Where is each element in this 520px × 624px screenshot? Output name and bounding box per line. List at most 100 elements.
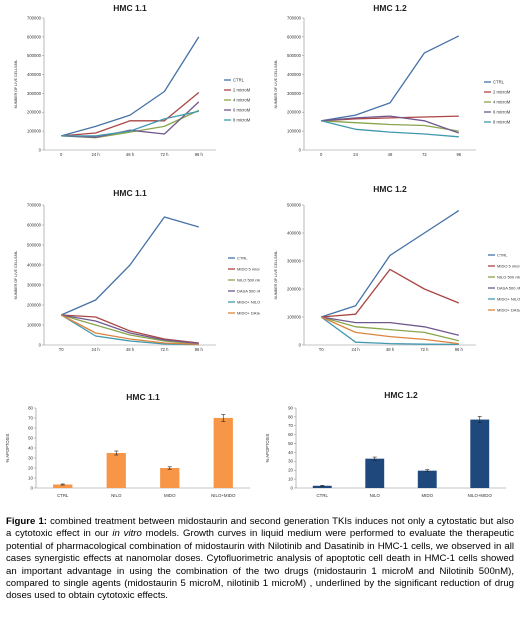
y-tick-label: 400000 (287, 230, 302, 235)
chart-title: HMC 1.2 (373, 3, 407, 13)
series-line (321, 35, 460, 122)
y-axis-label: % APOPTOSIS (265, 433, 270, 462)
legend-label: MIDO 5 microM (237, 266, 260, 271)
legend-label: DASA 500 nM (237, 288, 260, 293)
x-tick-label: 48 h (126, 347, 135, 352)
series-line (61, 110, 199, 137)
growth-chart-hmc12-combinations: HMC 1.2 NUMBER OF LIVE CELLS/ML 0 100000 200… (260, 180, 520, 368)
series-line (60, 216, 199, 316)
legend-label: NILO 500 nM (237, 277, 260, 282)
bar (365, 458, 385, 488)
y-tick-label: 500000 (287, 202, 302, 207)
y-tick-label: 200000 (287, 110, 302, 115)
figure-caption: Figure 1: combined treatment between mid… (6, 516, 514, 603)
chart-title: HMC 1.2 (384, 390, 418, 400)
y-tick-label: 80 (28, 405, 33, 410)
y-tick-label: 80 (288, 414, 293, 419)
y-tick-label: 300000 (27, 91, 42, 96)
y-tick-label: 300000 (27, 282, 42, 287)
bar (470, 419, 490, 488)
y-tick-label: 600000 (27, 222, 42, 227)
x-tick-label: T0 (319, 347, 325, 352)
chart-title: HMC 1.1 (113, 3, 147, 13)
series-line (320, 316, 459, 346)
y-tick-label: 50 (288, 441, 293, 446)
series-line (60, 314, 199, 346)
y-tick-label: 500000 (27, 242, 42, 247)
y-tick-label: 0 (39, 342, 42, 347)
y-tick-label: 300000 (287, 258, 302, 263)
y-tick-label: 0 (299, 147, 302, 152)
x-tick-label: CTRL (317, 493, 329, 498)
x-tick-label: 24 h (92, 152, 101, 157)
x-tick-label: CTRL (57, 493, 69, 498)
legend-label: 2 microM (493, 89, 511, 94)
legend-label: 6 microM (233, 107, 251, 112)
legend-label: 8 microM (233, 117, 251, 122)
y-tick-label: 50 (28, 435, 33, 440)
series-line (321, 316, 459, 342)
legend-label: MIDO 5 microM (497, 263, 520, 268)
y-tick-label: 200000 (27, 302, 42, 307)
x-tick-label: 24 h (352, 347, 361, 352)
y-tick-label: 400000 (27, 262, 42, 267)
y-tick-label: 700000 (27, 15, 42, 20)
legend-label: CTRL (497, 252, 508, 257)
chart-svg: HMC 1.1 NUMBER OF LIVE CELLS/ML 0 100000 200… (14, 188, 260, 352)
chart-svg: HMC 1.2 NUMBER OF LIVE CELLS/ML 0 100000 200… (274, 184, 520, 352)
x-tick-label: 24 (353, 152, 358, 157)
x-tick-label: MIDO (164, 493, 176, 498)
y-tick-label: 0 (31, 485, 34, 490)
x-tick-label: NILO (370, 493, 381, 498)
x-tick-label: 48 h (386, 347, 395, 352)
y-axis-label: NUMBER OF LIVE CELLS/ML (274, 251, 278, 300)
chart-title: HMC 1.1 (126, 392, 160, 402)
bar (417, 470, 437, 488)
legend-label: MIDO+ NILO (237, 299, 260, 304)
legend-label: 2 microM (233, 87, 251, 92)
y-tick-label: 600000 (287, 34, 302, 39)
y-tick-label: 200000 (287, 286, 302, 291)
legend-label: 4 microM (233, 97, 251, 102)
y-tick-label: 0 (299, 342, 302, 347)
apoptosis-chart-hmc12: HMC 1.2 % APOPTOSIS 0 10 20 30 40 50 60 70 80 90 CTR… (260, 380, 520, 514)
bar (213, 418, 233, 488)
y-axis-label: NUMBER OF LIVE CELLS/ML (14, 251, 18, 300)
y-tick-label: 10 (28, 475, 33, 480)
x-tick-label: NILO (111, 493, 122, 498)
x-tick-label: 0 (320, 152, 323, 157)
x-tick-label: 72 h (160, 347, 169, 352)
x-tick-label: NILO+MIDO (211, 493, 236, 498)
bar (160, 468, 180, 488)
series-line (321, 120, 459, 138)
bar (312, 485, 332, 488)
y-tick-label: 500000 (287, 53, 302, 58)
x-tick-label: 0 (60, 152, 63, 157)
bar (53, 484, 73, 488)
x-tick-label: 96 h (195, 152, 204, 157)
x-tick-label: 24 h (92, 347, 101, 352)
series-line (61, 101, 200, 138)
y-tick-label: 300000 (287, 91, 302, 96)
series-line (321, 268, 460, 318)
legend-label: 8 microM (493, 119, 511, 124)
legend-label: DASA 500 nM (497, 285, 520, 290)
legend-label: NILO 500 nM (497, 274, 520, 279)
y-tick-label: 70 (288, 423, 293, 428)
y-tick-label: 200000 (27, 110, 42, 115)
y-tick-label: 600000 (27, 34, 42, 39)
x-tick-label: 96 (456, 152, 461, 157)
y-tick-label: 100000 (27, 322, 42, 327)
y-tick-label: 70 (28, 415, 33, 420)
chart-svg: HMC 1.1 % APOPTOSIS 0 10 20 30 40 50 60 70 80 CTRL N… (5, 392, 250, 498)
y-axis-label: NUMBER OF LIVE CELLS/ML (274, 60, 278, 109)
series-line (61, 314, 199, 345)
y-axis-label: NUMBER OF LIVE CELLS/ML (14, 60, 18, 109)
y-tick-label: 40 (28, 445, 33, 450)
y-tick-label: 700000 (27, 202, 42, 207)
figure-caption-italic: in vitro (112, 528, 142, 540)
y-tick-label: 400000 (27, 72, 42, 77)
series-line (321, 115, 459, 122)
series-line (321, 120, 459, 132)
series-line (321, 316, 459, 336)
